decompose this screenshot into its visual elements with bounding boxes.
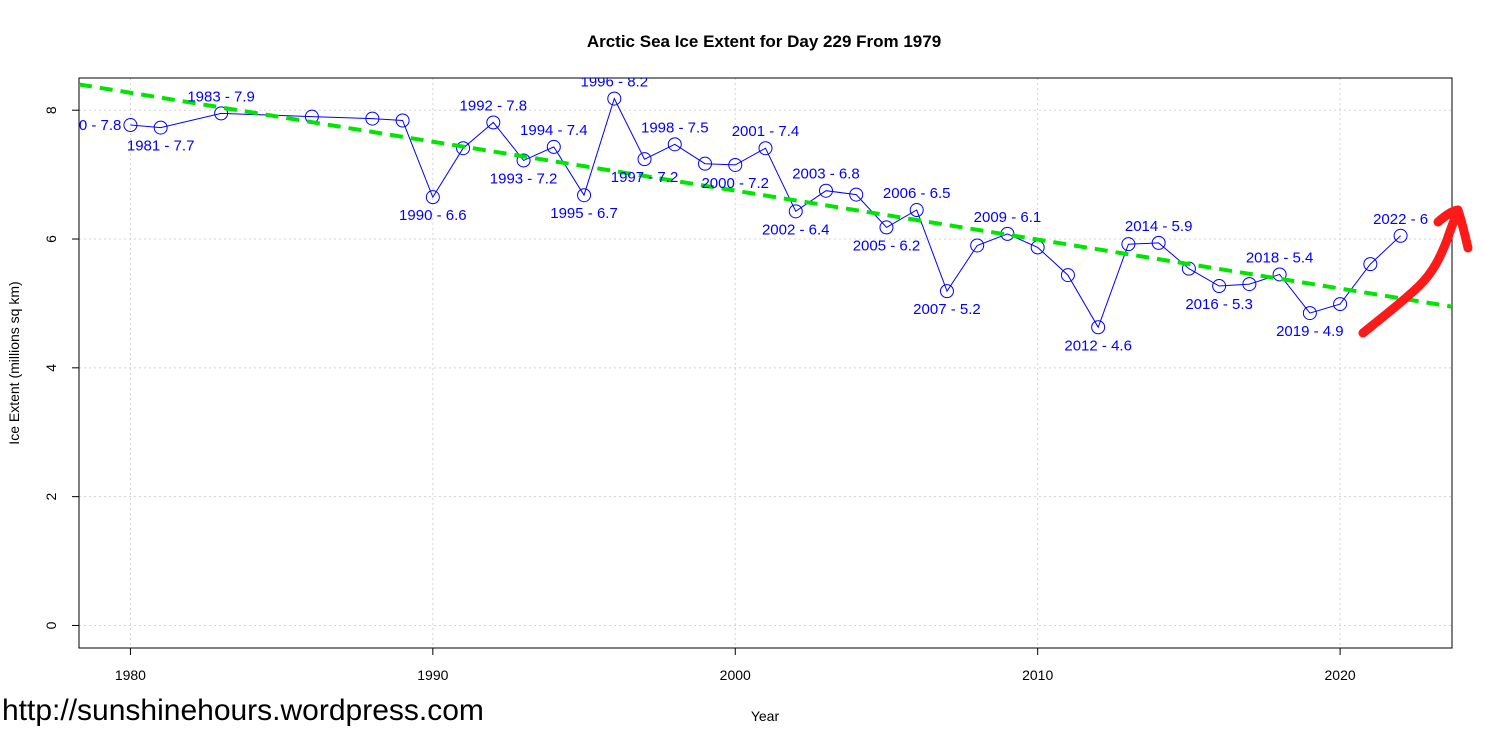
data-point xyxy=(153,120,168,135)
data-point xyxy=(365,111,380,126)
x-axis: 1980 1990 2000 2010 2020 xyxy=(115,648,1356,683)
data-point xyxy=(667,137,682,152)
data-point xyxy=(486,115,501,130)
data-point xyxy=(637,152,652,167)
data-label: 1981 - 7.7 xyxy=(127,138,195,155)
data-point xyxy=(1393,228,1408,243)
data-series-line xyxy=(130,97,1401,329)
data-label: 2022 - 6 xyxy=(1373,211,1428,228)
data-point xyxy=(425,190,440,205)
data-point xyxy=(758,141,773,156)
plot-clip: 1980 - 7.8 1981 - 7.7 1983 - 7.9 1990 - 6.6… xyxy=(54,74,1452,354)
y-tick-label: 2 xyxy=(43,493,59,501)
data-point xyxy=(1060,268,1075,283)
data-label: 1997 - 7.2 xyxy=(611,169,679,186)
data-point xyxy=(970,238,985,253)
data-label: 2009 - 6.1 xyxy=(974,209,1042,226)
data-label: 2002 - 6.4 xyxy=(762,221,830,238)
x-tick-label: 1980 xyxy=(115,667,146,683)
y-tick-label: 4 xyxy=(43,364,59,372)
data-point xyxy=(1333,297,1348,312)
data-label: 1995 - 6.7 xyxy=(550,205,618,222)
x-tick-label: 1990 xyxy=(417,667,448,683)
data-point xyxy=(214,106,229,121)
data-label: 2006 - 6.5 xyxy=(883,185,951,202)
plot-frame xyxy=(78,77,1453,649)
x-tick-label: 2020 xyxy=(1325,667,1356,683)
data-label: 1990 - 6.6 xyxy=(399,207,467,224)
y-tick-label: 8 xyxy=(43,106,59,114)
red-arrow-annotation xyxy=(1358,205,1473,338)
data-point xyxy=(788,204,803,219)
grid xyxy=(79,78,1452,648)
plot-area: 1980 - 7.8 1981 - 7.7 1983 - 7.9 1990 - 6.6… xyxy=(54,74,1452,354)
data-point xyxy=(1121,237,1136,252)
data-point xyxy=(1272,267,1287,282)
data-point xyxy=(1212,279,1227,294)
x-tick-label: 2010 xyxy=(1022,667,1053,683)
data-label: 1983 - 7.9 xyxy=(187,88,255,105)
data-point xyxy=(939,284,954,299)
data-label: 2007 - 5.2 xyxy=(913,301,981,318)
data-label: 2016 - 5.3 xyxy=(1185,296,1253,313)
data-label: 1980 - 7.8 xyxy=(54,117,122,134)
data-label: 1992 - 7.8 xyxy=(460,97,528,114)
data-point xyxy=(395,113,410,128)
data-point xyxy=(607,91,622,106)
data-point xyxy=(698,156,713,171)
y-axis: 0 2 4 6 8 xyxy=(43,106,79,629)
x-axis-label: Year xyxy=(751,708,780,724)
data-label: 2018 - 5.4 xyxy=(1246,249,1314,266)
data-point xyxy=(516,153,531,168)
data-label: 2012 - 4.6 xyxy=(1064,337,1132,354)
data-label: 2003 - 6.8 xyxy=(792,166,860,183)
data-point xyxy=(1242,277,1257,292)
data-point xyxy=(1363,257,1378,272)
y-axis-label: Ice Extent (millions sq km) xyxy=(6,281,22,444)
y-tick-label: 6 xyxy=(43,235,59,243)
data-point xyxy=(577,188,592,203)
data-label: 1993 - 7.2 xyxy=(490,170,558,187)
data-label: 1994 - 7.4 xyxy=(520,122,588,139)
data-point xyxy=(546,139,561,154)
data-point xyxy=(1302,306,1317,321)
y-tick-label: 0 xyxy=(43,621,59,629)
trend-line xyxy=(79,82,1452,309)
data-point xyxy=(909,203,924,218)
data-point xyxy=(849,187,864,202)
data-point xyxy=(728,157,743,172)
data-point xyxy=(456,141,471,156)
data-label: 1998 - 7.5 xyxy=(641,119,709,136)
data-point xyxy=(818,183,833,198)
data-label: 2001 - 7.4 xyxy=(732,123,800,140)
x-tick-label: 2000 xyxy=(720,667,751,683)
data-point xyxy=(879,220,894,235)
data-label: 2005 - 6.2 xyxy=(853,237,921,254)
data-point xyxy=(123,118,138,133)
data-label: 2014 - 5.9 xyxy=(1125,218,1193,235)
data-point xyxy=(1151,235,1166,250)
data-label: 2019 - 4.9 xyxy=(1276,323,1344,340)
chart-title: Arctic Sea Ice Extent for Day 229 From 1… xyxy=(587,32,941,51)
data-point xyxy=(1091,320,1106,335)
watermark-url: http://sunshinehours.wordpress.com xyxy=(2,694,484,727)
data-label: 2000 - 7.2 xyxy=(701,175,769,192)
data-label: 1996 - 8.2 xyxy=(581,74,649,91)
